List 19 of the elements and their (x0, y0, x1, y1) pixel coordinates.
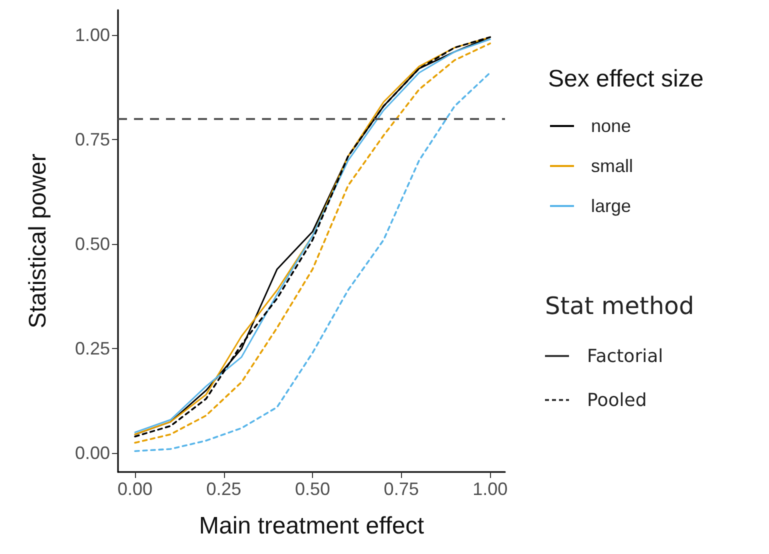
x-axis-title: Main treatment effect (199, 512, 424, 540)
y-tick-label: 1.00 (74, 25, 110, 46)
y-tick-label: 0.00 (74, 443, 110, 464)
y-axis-title: Statistical power (24, 154, 52, 328)
y-tick-label: 0.25 (74, 338, 110, 359)
legend-title: Sex effect size (548, 66, 704, 92)
legend-label: small (591, 156, 634, 176)
legend-label: large (591, 196, 632, 216)
x-tick-label: 0.25 (206, 479, 242, 499)
text: Pooled (587, 390, 647, 410)
text: Stat method (545, 292, 694, 320)
x-tick-label: 0.00 (118, 479, 153, 499)
text: Factorial (587, 346, 664, 366)
y-tick-label: 0.75 (74, 130, 110, 150)
x-tick-label: 1.00 (472, 479, 508, 499)
y-tick-label: 0.50 (74, 234, 110, 254)
x-tick-label: 0.75 (384, 479, 419, 499)
x-tick-label: 0.50 (295, 479, 330, 499)
legend-label: none (591, 116, 632, 136)
